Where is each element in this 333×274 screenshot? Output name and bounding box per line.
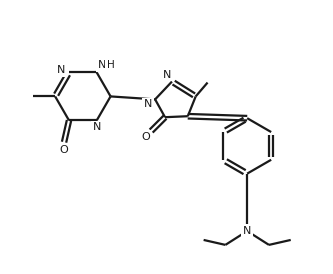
- Text: N: N: [93, 122, 101, 132]
- Text: N: N: [163, 70, 171, 80]
- Text: H: H: [107, 61, 115, 70]
- Text: N: N: [98, 61, 106, 70]
- Text: O: O: [142, 132, 151, 142]
- Text: N: N: [243, 226, 251, 236]
- Text: N: N: [144, 99, 153, 109]
- Text: N: N: [57, 65, 65, 75]
- Text: O: O: [60, 145, 68, 155]
